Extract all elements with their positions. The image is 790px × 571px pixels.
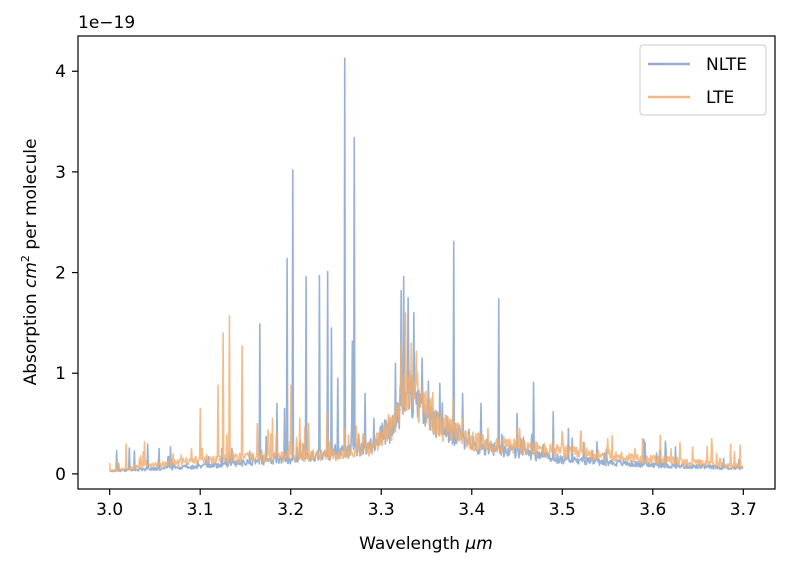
y-offset-label: 1e−19: [78, 13, 135, 33]
y-axis-ticks: 0 1 2 3 4: [55, 62, 78, 485]
x-tick-label: 3.1: [187, 500, 214, 520]
legend-label-nlte: NLTE: [706, 55, 747, 75]
x-tick-label: 3.4: [458, 500, 485, 520]
y-tick-label: 1: [55, 364, 66, 384]
y-tick-label: 2: [55, 264, 66, 284]
x-tick-label: 3.5: [549, 500, 576, 520]
series-line-lte: [108, 312, 744, 473]
legend-box: [639, 44, 767, 116]
x-axis-label: Wavelength μm: [359, 534, 493, 554]
x-tick-label: 3.3: [368, 500, 395, 520]
x-tick-label: 3.2: [277, 500, 304, 520]
y-tick-label: 0: [55, 465, 66, 485]
x-tick-label: 3.7: [730, 500, 757, 520]
x-axis-ticks: 3.0 3.1 3.2 3.3 3.4 3.5 3.6 3.7: [96, 489, 757, 520]
plot-area-group: [108, 57, 744, 473]
x-tick-label: 3.0: [96, 500, 123, 520]
series-layer: [108, 57, 744, 473]
legend-label-lte: LTE: [706, 88, 734, 108]
y-tick-label: 4: [55, 62, 66, 82]
legend: NLTE LTE: [639, 44, 767, 116]
y-tick-label: 3: [55, 163, 66, 183]
x-tick-label: 3.6: [639, 500, 666, 520]
y-axis-label: Absorption cm2 per molecule: [19, 139, 41, 386]
plot-frame: [77, 35, 776, 490]
